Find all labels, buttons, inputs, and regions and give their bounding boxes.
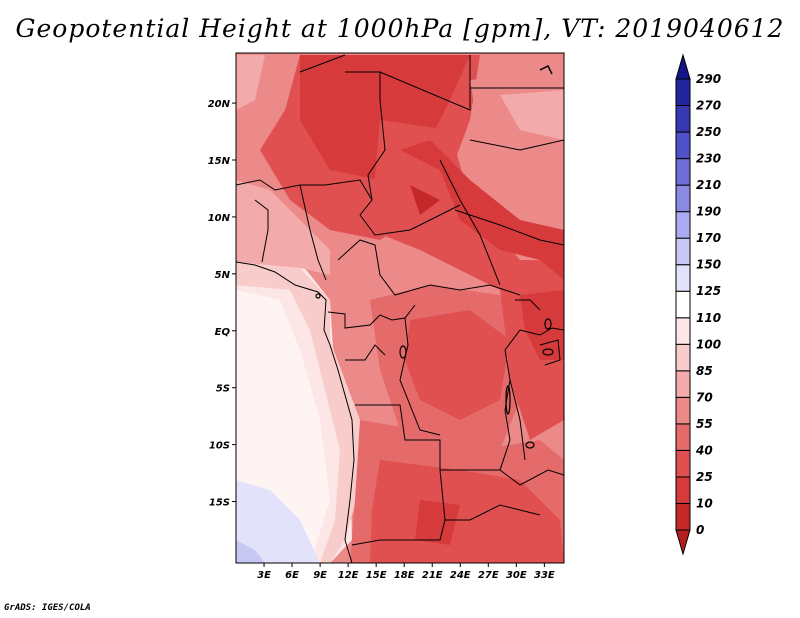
lake-outlines — [315, 293, 554, 449]
colorbar-label: 0 — [696, 523, 704, 537]
x-tick-label: 3E — [257, 570, 271, 581]
x-tick-label: 18E — [394, 570, 415, 581]
colorbar-box — [675, 237, 691, 266]
latitude-axis: 20N 15N 10N 5N EQ 5S 10S 15S — [208, 99, 236, 509]
colorbar-label: 25 — [696, 470, 713, 484]
colorbar-label: 250 — [696, 125, 721, 139]
colorbar-label: 100 — [696, 337, 721, 351]
colorbar-box — [675, 396, 691, 425]
colorbar-box — [675, 370, 691, 398]
colorbar-box — [675, 476, 691, 504]
colorbar-box — [675, 290, 691, 319]
y-tick-label: 15S — [209, 498, 230, 509]
longitude-axis: 3E 6E 9E 12E 15E 18E 21E 24E 27E 30E 33E — [257, 563, 555, 581]
x-tick-label: 9E — [313, 570, 327, 581]
colorbar-label: 125 — [696, 284, 721, 298]
x-tick-label: 33E — [534, 570, 555, 581]
colorbar: 0 10 25 40 55 70 85 100 110 125 150 170 190 210 230 250… — [675, 53, 721, 556]
colorbar-box — [675, 317, 691, 345]
colorbar-box — [675, 105, 691, 133]
y-tick-label: 15N — [208, 156, 231, 167]
colorbar-extend-low — [675, 529, 691, 556]
geopotential-field — [236, 53, 564, 563]
colorbar-label: 270 — [696, 99, 721, 113]
y-tick-label: 10S — [209, 441, 230, 452]
colorbar-box — [675, 211, 691, 239]
colorbar-box — [675, 184, 691, 213]
colorbar-label: 170 — [696, 231, 721, 245]
colorbar-box — [675, 78, 691, 107]
colorbar-label: 150 — [696, 258, 721, 272]
colorbar-label: 110 — [696, 311, 721, 325]
x-tick-label: 30E — [506, 570, 527, 581]
country-borders — [236, 54, 564, 563]
y-tick-label: EQ — [215, 327, 231, 338]
map-title: Geopotential Height at 1000hPa [gpm], VT… — [15, 14, 785, 43]
colorbar-box — [675, 423, 691, 451]
colorbar-label: 10 — [696, 496, 713, 510]
colorbar-label: 210 — [696, 178, 721, 192]
colorbar-label: 85 — [696, 364, 713, 378]
colorbar-label: 230 — [696, 152, 721, 166]
x-tick-label: 15E — [366, 570, 387, 581]
x-tick-label: 27E — [478, 570, 499, 581]
colorbar-box — [675, 502, 691, 531]
x-tick-label: 6E — [285, 570, 299, 581]
x-tick-label: 21E — [422, 570, 443, 581]
colorbar-label: 190 — [696, 205, 721, 219]
colorbar-label: 70 — [696, 390, 713, 404]
y-tick-label: 20N — [208, 99, 231, 110]
colorbar-label: 290 — [696, 72, 721, 86]
colorbar-box — [675, 131, 691, 160]
y-tick-label: 10N — [208, 213, 231, 224]
colorbar-extend-high — [675, 53, 691, 80]
colorbar-label: 40 — [695, 443, 713, 457]
x-tick-label: 12E — [338, 570, 359, 581]
colorbar-box — [675, 449, 691, 478]
colorbar-label: 55 — [696, 417, 713, 431]
x-tick-label: 24E — [450, 570, 471, 581]
y-tick-label: 5N — [215, 270, 231, 281]
colorbar-box — [675, 264, 691, 292]
grads-credit: GrADS: IGES/COLA — [4, 603, 91, 613]
map-frame — [235, 52, 565, 564]
colorbar-box — [675, 343, 691, 372]
y-tick-label: 5S — [216, 384, 230, 395]
colorbar-box — [675, 158, 691, 186]
